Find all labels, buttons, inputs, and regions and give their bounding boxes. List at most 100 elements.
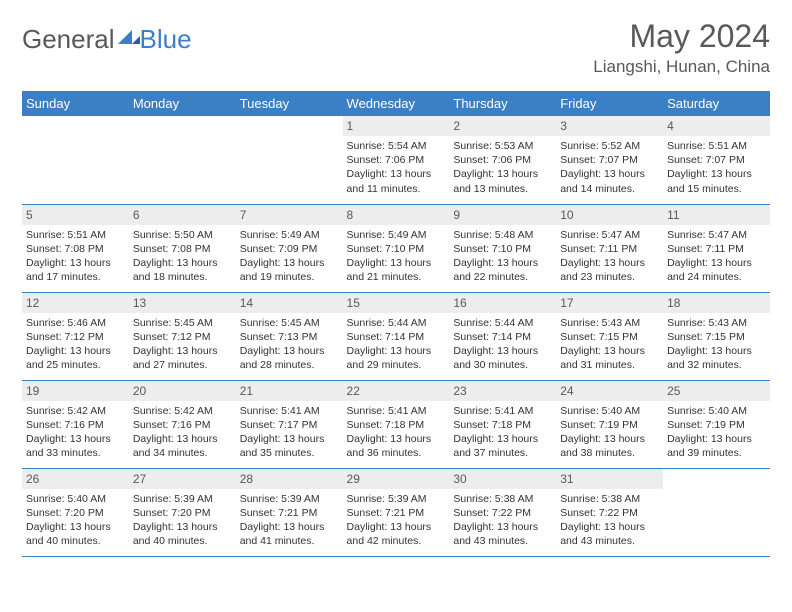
day-cell: [22, 116, 129, 204]
day-info: Sunrise: 5:46 AMSunset: 7:12 PMDaylight:…: [22, 313, 129, 376]
day-info: Sunrise: 5:50 AMSunset: 7:08 PMDaylight:…: [129, 225, 236, 288]
day-info: Sunrise: 5:42 AMSunset: 7:16 PMDaylight:…: [22, 401, 129, 464]
week-row: 19Sunrise: 5:42 AMSunset: 7:16 PMDayligh…: [22, 380, 770, 468]
day-cell: 29Sunrise: 5:39 AMSunset: 7:21 PMDayligh…: [343, 468, 450, 556]
day-number: 30: [449, 469, 556, 489]
col-monday: Monday: [129, 91, 236, 116]
day-cell: 18Sunrise: 5:43 AMSunset: 7:15 PMDayligh…: [663, 292, 770, 380]
day-cell: 28Sunrise: 5:39 AMSunset: 7:21 PMDayligh…: [236, 468, 343, 556]
day-cell: 25Sunrise: 5:40 AMSunset: 7:19 PMDayligh…: [663, 380, 770, 468]
day-info: Sunrise: 5:41 AMSunset: 7:18 PMDaylight:…: [343, 401, 450, 464]
day-info: Sunrise: 5:47 AMSunset: 7:11 PMDaylight:…: [556, 225, 663, 288]
day-cell: 27Sunrise: 5:39 AMSunset: 7:20 PMDayligh…: [129, 468, 236, 556]
day-info: Sunrise: 5:40 AMSunset: 7:19 PMDaylight:…: [556, 401, 663, 464]
logo-text-1: General: [22, 24, 115, 55]
day-cell: 2Sunrise: 5:53 AMSunset: 7:06 PMDaylight…: [449, 116, 556, 204]
day-cell: 4Sunrise: 5:51 AMSunset: 7:07 PMDaylight…: [663, 116, 770, 204]
day-info: Sunrise: 5:44 AMSunset: 7:14 PMDaylight:…: [343, 313, 450, 376]
day-info: Sunrise: 5:47 AMSunset: 7:11 PMDaylight:…: [663, 225, 770, 288]
day-number: 16: [449, 293, 556, 313]
day-cell: 13Sunrise: 5:45 AMSunset: 7:12 PMDayligh…: [129, 292, 236, 380]
day-cell: 14Sunrise: 5:45 AMSunset: 7:13 PMDayligh…: [236, 292, 343, 380]
day-cell: 19Sunrise: 5:42 AMSunset: 7:16 PMDayligh…: [22, 380, 129, 468]
day-cell: 6Sunrise: 5:50 AMSunset: 7:08 PMDaylight…: [129, 204, 236, 292]
day-number: 12: [22, 293, 129, 313]
logo: General Blue: [22, 18, 192, 55]
week-row: 1Sunrise: 5:54 AMSunset: 7:06 PMDaylight…: [22, 116, 770, 204]
day-cell: 5Sunrise: 5:51 AMSunset: 7:08 PMDaylight…: [22, 204, 129, 292]
day-cell: 20Sunrise: 5:42 AMSunset: 7:16 PMDayligh…: [129, 380, 236, 468]
day-cell: 31Sunrise: 5:38 AMSunset: 7:22 PMDayligh…: [556, 468, 663, 556]
day-number: 28: [236, 469, 343, 489]
day-cell: 21Sunrise: 5:41 AMSunset: 7:17 PMDayligh…: [236, 380, 343, 468]
day-number: 18: [663, 293, 770, 313]
col-tuesday: Tuesday: [236, 91, 343, 116]
day-number: 6: [129, 205, 236, 225]
day-number: 1: [343, 116, 450, 136]
day-number: 13: [129, 293, 236, 313]
week-row: 26Sunrise: 5:40 AMSunset: 7:20 PMDayligh…: [22, 468, 770, 556]
day-info: Sunrise: 5:41 AMSunset: 7:18 PMDaylight:…: [449, 401, 556, 464]
col-friday: Friday: [556, 91, 663, 116]
day-cell: 9Sunrise: 5:48 AMSunset: 7:10 PMDaylight…: [449, 204, 556, 292]
day-number: 11: [663, 205, 770, 225]
day-info: Sunrise: 5:49 AMSunset: 7:09 PMDaylight:…: [236, 225, 343, 288]
day-info: Sunrise: 5:54 AMSunset: 7:06 PMDaylight:…: [343, 136, 450, 199]
day-info: Sunrise: 5:52 AMSunset: 7:07 PMDaylight:…: [556, 136, 663, 199]
calendar-table: Sunday Monday Tuesday Wednesday Thursday…: [22, 91, 770, 557]
day-number: 10: [556, 205, 663, 225]
day-cell: 17Sunrise: 5:43 AMSunset: 7:15 PMDayligh…: [556, 292, 663, 380]
day-cell: 11Sunrise: 5:47 AMSunset: 7:11 PMDayligh…: [663, 204, 770, 292]
day-number: 7: [236, 205, 343, 225]
day-info: Sunrise: 5:43 AMSunset: 7:15 PMDaylight:…: [663, 313, 770, 376]
day-info: Sunrise: 5:51 AMSunset: 7:08 PMDaylight:…: [22, 225, 129, 288]
col-wednesday: Wednesday: [343, 91, 450, 116]
day-cell: [663, 468, 770, 556]
day-info: Sunrise: 5:48 AMSunset: 7:10 PMDaylight:…: [449, 225, 556, 288]
day-info: Sunrise: 5:39 AMSunset: 7:21 PMDaylight:…: [343, 489, 450, 552]
location: Liangshi, Hunan, China: [593, 57, 770, 77]
day-number: 4: [663, 116, 770, 136]
col-saturday: Saturday: [663, 91, 770, 116]
week-row: 5Sunrise: 5:51 AMSunset: 7:08 PMDaylight…: [22, 204, 770, 292]
logo-triangle-icon: [118, 30, 140, 44]
day-info: Sunrise: 5:39 AMSunset: 7:21 PMDaylight:…: [236, 489, 343, 552]
col-thursday: Thursday: [449, 91, 556, 116]
day-number: 31: [556, 469, 663, 489]
day-number: 5: [22, 205, 129, 225]
day-cell: 16Sunrise: 5:44 AMSunset: 7:14 PMDayligh…: [449, 292, 556, 380]
day-cell: 3Sunrise: 5:52 AMSunset: 7:07 PMDaylight…: [556, 116, 663, 204]
day-number: 15: [343, 293, 450, 313]
day-info: Sunrise: 5:51 AMSunset: 7:07 PMDaylight:…: [663, 136, 770, 199]
day-cell: 24Sunrise: 5:40 AMSunset: 7:19 PMDayligh…: [556, 380, 663, 468]
day-info: Sunrise: 5:49 AMSunset: 7:10 PMDaylight:…: [343, 225, 450, 288]
day-info: Sunrise: 5:39 AMSunset: 7:20 PMDaylight:…: [129, 489, 236, 552]
day-info: Sunrise: 5:45 AMSunset: 7:12 PMDaylight:…: [129, 313, 236, 376]
day-info: Sunrise: 5:38 AMSunset: 7:22 PMDaylight:…: [556, 489, 663, 552]
day-number: 25: [663, 381, 770, 401]
day-cell: [129, 116, 236, 204]
logo-text-2: Blue: [140, 24, 192, 55]
day-number: 2: [449, 116, 556, 136]
day-info: Sunrise: 5:45 AMSunset: 7:13 PMDaylight:…: [236, 313, 343, 376]
day-number: 22: [343, 381, 450, 401]
day-number: 26: [22, 469, 129, 489]
day-cell: 30Sunrise: 5:38 AMSunset: 7:22 PMDayligh…: [449, 468, 556, 556]
calendar-body: 1Sunrise: 5:54 AMSunset: 7:06 PMDaylight…: [22, 116, 770, 556]
day-cell: 7Sunrise: 5:49 AMSunset: 7:09 PMDaylight…: [236, 204, 343, 292]
week-row: 12Sunrise: 5:46 AMSunset: 7:12 PMDayligh…: [22, 292, 770, 380]
day-info: Sunrise: 5:44 AMSunset: 7:14 PMDaylight:…: [449, 313, 556, 376]
day-number: 24: [556, 381, 663, 401]
col-sunday: Sunday: [22, 91, 129, 116]
day-info: Sunrise: 5:40 AMSunset: 7:19 PMDaylight:…: [663, 401, 770, 464]
day-number: 17: [556, 293, 663, 313]
day-cell: 12Sunrise: 5:46 AMSunset: 7:12 PMDayligh…: [22, 292, 129, 380]
day-info: Sunrise: 5:40 AMSunset: 7:20 PMDaylight:…: [22, 489, 129, 552]
month-title: May 2024: [593, 18, 770, 55]
day-cell: 8Sunrise: 5:49 AMSunset: 7:10 PMDaylight…: [343, 204, 450, 292]
day-number: 8: [343, 205, 450, 225]
day-info: Sunrise: 5:38 AMSunset: 7:22 PMDaylight:…: [449, 489, 556, 552]
day-cell: 15Sunrise: 5:44 AMSunset: 7:14 PMDayligh…: [343, 292, 450, 380]
day-cell: 10Sunrise: 5:47 AMSunset: 7:11 PMDayligh…: [556, 204, 663, 292]
day-cell: 1Sunrise: 5:54 AMSunset: 7:06 PMDaylight…: [343, 116, 450, 204]
